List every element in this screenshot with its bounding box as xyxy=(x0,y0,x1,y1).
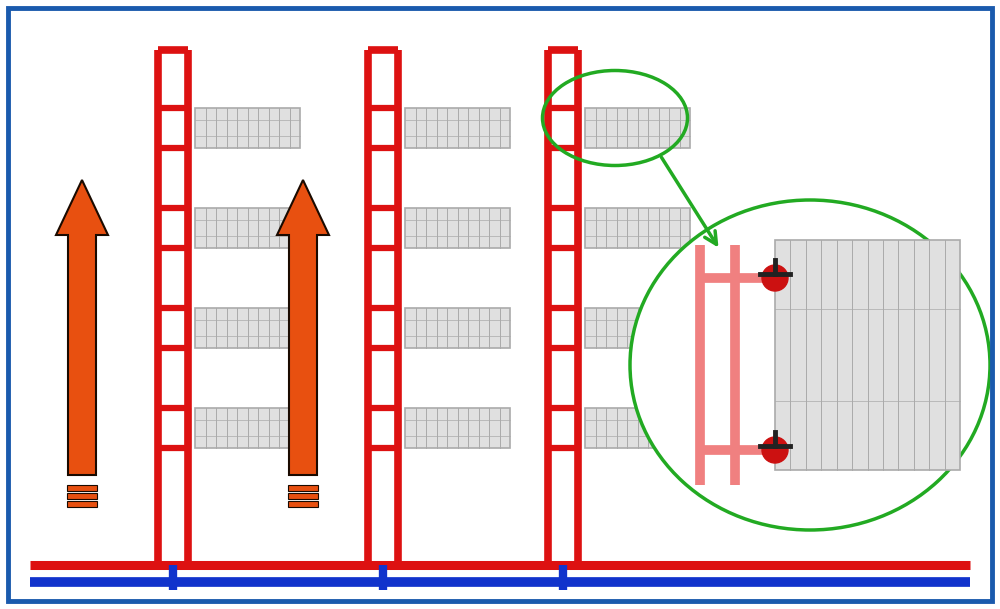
FancyArrow shape xyxy=(56,180,108,475)
Bar xyxy=(585,308,690,348)
Circle shape xyxy=(762,437,788,463)
Bar xyxy=(288,501,318,507)
Bar xyxy=(67,485,97,491)
Bar xyxy=(195,208,300,248)
Circle shape xyxy=(762,265,788,291)
Bar xyxy=(195,108,300,148)
Bar xyxy=(585,408,690,448)
Bar xyxy=(288,485,318,491)
Ellipse shape xyxy=(630,200,990,530)
Bar xyxy=(405,108,510,148)
Bar xyxy=(195,408,300,448)
Bar xyxy=(585,108,690,148)
Bar xyxy=(195,308,300,348)
Bar xyxy=(405,208,510,248)
Bar xyxy=(775,240,960,470)
Bar xyxy=(288,493,318,499)
Bar xyxy=(585,208,690,248)
Bar xyxy=(405,408,510,448)
Bar xyxy=(67,501,97,507)
FancyArrow shape xyxy=(277,180,329,475)
Bar xyxy=(405,308,510,348)
Bar xyxy=(67,493,97,499)
